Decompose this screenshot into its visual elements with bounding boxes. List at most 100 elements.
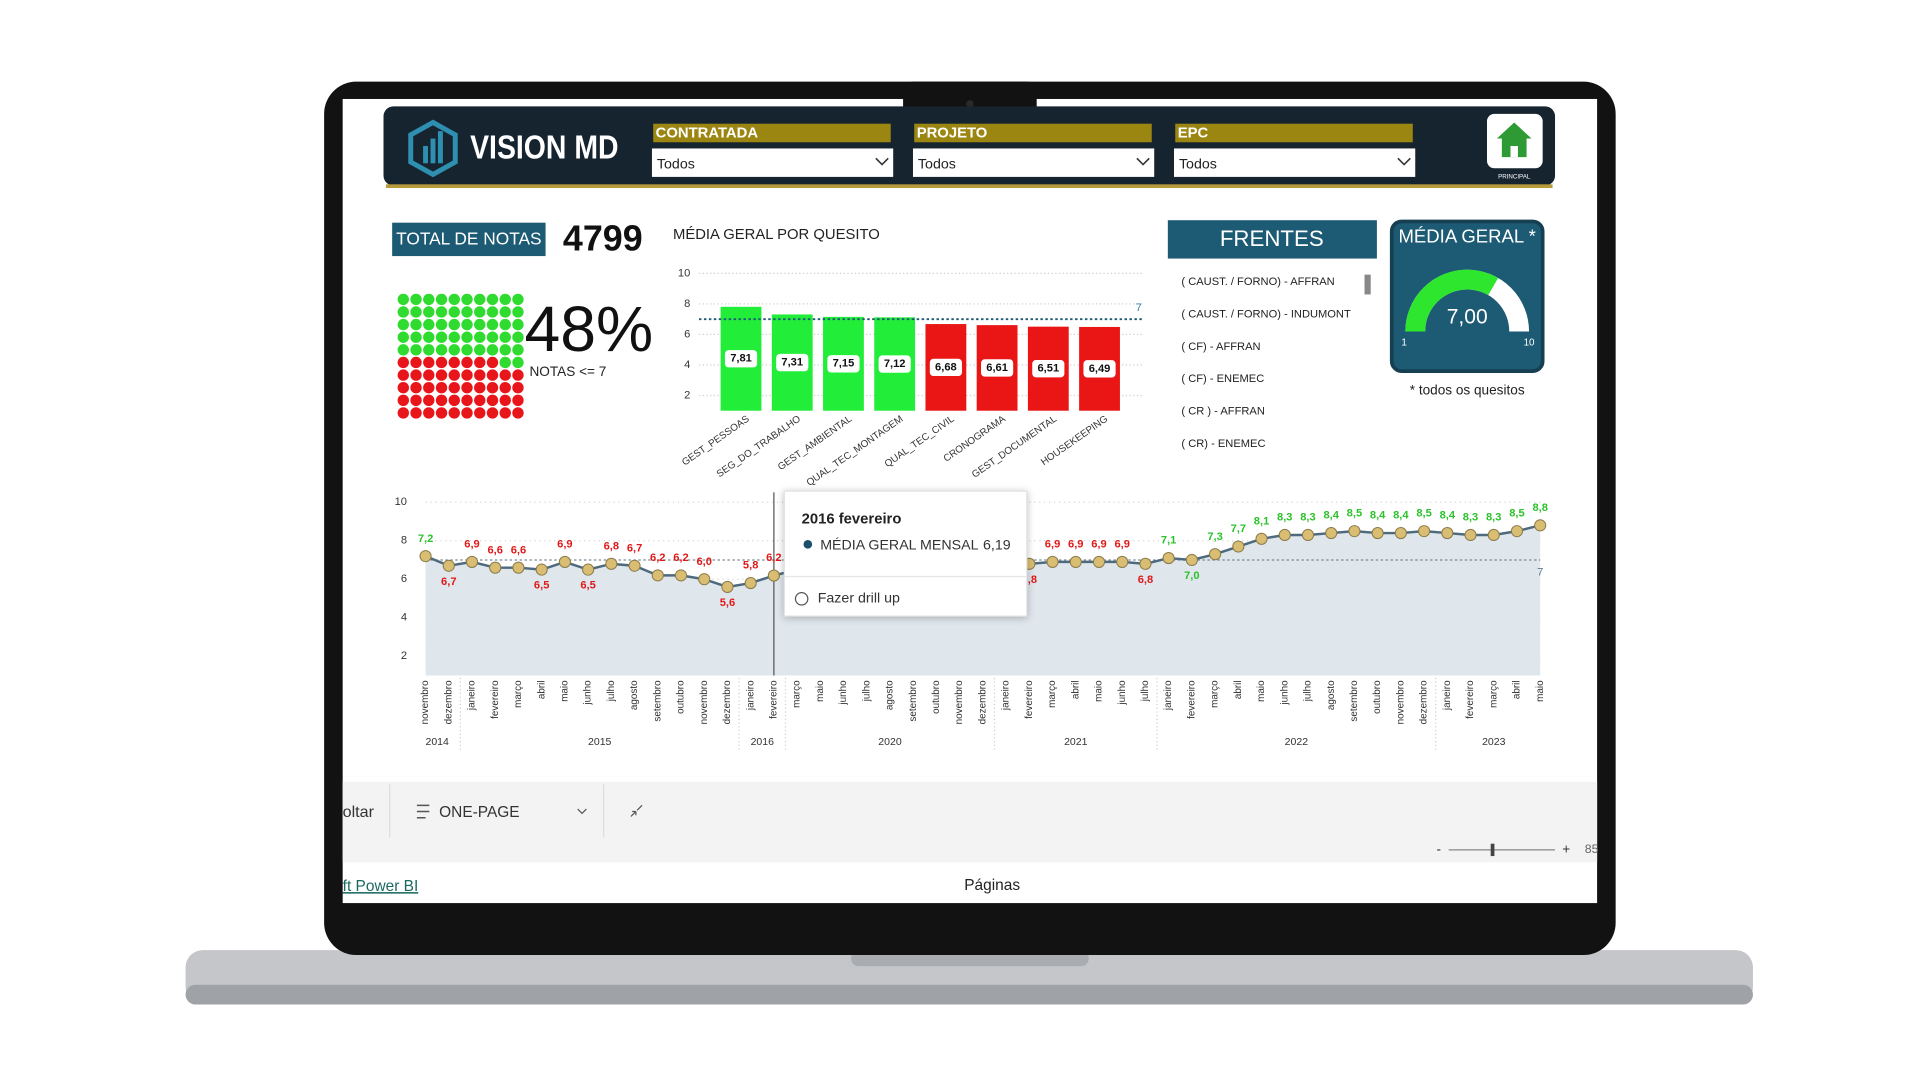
pages-label: Páginas — [964, 877, 1020, 894]
scrollbar[interactable] — [1364, 274, 1371, 295]
waffle-dot — [499, 293, 511, 306]
waffle-dot — [435, 394, 448, 407]
waffle-dot — [474, 369, 486, 381]
tooltip — [783, 490, 1028, 617]
waffle-dot — [410, 306, 422, 318]
marker — [1301, 528, 1315, 542]
data-label: 6,51 — [1037, 363, 1059, 375]
frentes-header — [1167, 220, 1377, 259]
y-tick-label: 6 — [401, 573, 407, 585]
waffle-dot — [474, 356, 486, 369]
data-label-box — [1032, 360, 1065, 378]
waffle-dot — [486, 407, 499, 419]
x-tick-label: dezembro — [443, 680, 454, 724]
back-button[interactable]: oltar — [343, 803, 375, 821]
waffle-dot — [512, 293, 524, 306]
waffle-dot — [397, 306, 409, 318]
filter-label: PROJETO — [917, 126, 988, 142]
marker — [1371, 526, 1384, 540]
year-label: 2014 — [425, 736, 449, 748]
data-label: 6,5 — [534, 580, 549, 592]
camera — [966, 100, 974, 108]
waffle-dot — [474, 306, 486, 318]
waffle-dot — [435, 407, 448, 419]
data-label: 7,1 — [1161, 535, 1176, 547]
page-selector[interactable]: ONE-PAGE — [439, 804, 519, 821]
x-tick-label: maio — [1094, 680, 1105, 702]
logo-bar — [423, 145, 429, 164]
waffle-dot — [499, 369, 511, 381]
zoom-thumb[interactable] — [1490, 843, 1495, 857]
chevron — [577, 808, 587, 815]
x-tick-label: fevereiro — [1024, 680, 1035, 719]
page-icon — [416, 804, 430, 819]
data-label: 6,8 — [604, 540, 619, 552]
data-label: 6,2 — [673, 552, 688, 564]
waffle-dot — [461, 318, 473, 331]
waffle-dot — [435, 369, 448, 381]
frentes-title: FRENTES — [1220, 226, 1324, 251]
filter-dropdown[interactable] — [1174, 148, 1416, 177]
threshold-label: 7 — [1136, 302, 1142, 314]
x-tick-label: julho — [606, 680, 617, 702]
waffle-dot — [486, 356, 499, 369]
waffle-dot — [410, 394, 422, 407]
marker — [1278, 528, 1291, 542]
marker — [744, 577, 757, 590]
frente-item[interactable]: ( CAUST. / FORNO) - INDUMONT — [1181, 308, 1351, 320]
waffle-dot — [435, 306, 448, 318]
year-label: 2021 — [1064, 736, 1088, 748]
logo-bar — [430, 138, 436, 164]
x-tick-label: junho — [583, 680, 594, 706]
collapse-icon[interactable] — [630, 804, 643, 817]
waffle-dot — [499, 318, 511, 331]
marker — [1046, 555, 1059, 568]
data-label: 6,5 — [580, 580, 595, 592]
filter-label-bar — [914, 123, 1152, 143]
waffle-dot — [512, 306, 524, 318]
x-tick-label: abril — [1512, 680, 1523, 699]
waffle-dot — [410, 293, 422, 306]
frente-item[interactable]: ( CF) - AFFRAN — [1181, 341, 1260, 353]
data-label: 7,2 — [418, 533, 433, 545]
x-tick-label: março — [513, 680, 524, 708]
data-label: 7,7 — [1231, 523, 1246, 535]
frente-item[interactable]: ( CR) - ENEMEC — [1181, 438, 1265, 450]
marker — [767, 569, 780, 582]
frente-item[interactable]: ( CR ) - AFFRAN — [1181, 406, 1264, 418]
filter-dropdown[interactable] — [651, 148, 894, 177]
frente-item[interactable]: ( CF) - ENEMEC — [1181, 373, 1264, 385]
waffle-dot — [410, 331, 422, 343]
marker — [558, 555, 571, 568]
data-label-box — [724, 350, 758, 368]
tooltip-action[interactable]: Fazer drill up — [818, 591, 900, 607]
waffle-dot — [448, 382, 460, 394]
gauge-card — [1389, 219, 1545, 373]
waffle-dot — [423, 318, 435, 331]
waffle-dot — [435, 331, 448, 343]
frente-item[interactable]: ( CAUST. / FORNO) - AFFRAN — [1181, 276, 1334, 288]
x-tick-label: fevereiro — [768, 680, 779, 719]
home-icon — [1496, 122, 1532, 158]
powerbi-link[interactable]: ft Power BI — [343, 878, 419, 895]
waffle-dot — [499, 306, 511, 318]
waffle-dot — [448, 293, 460, 306]
waffle-dot — [423, 394, 435, 407]
y-tick-label: 8 — [684, 298, 690, 310]
marker — [1487, 528, 1500, 542]
waffle-dot — [448, 407, 460, 419]
year-label: 2015 — [588, 736, 612, 748]
filter-dropdown[interactable] — [912, 148, 1155, 177]
waffle-dot — [512, 331, 524, 343]
marker — [605, 557, 618, 570]
x-tick-label: setembro — [908, 680, 919, 722]
waffle-dot — [512, 382, 524, 394]
waffle-dot — [474, 344, 486, 356]
waffle-dot — [499, 407, 511, 419]
waffle-dot — [397, 293, 409, 306]
waffle-dot — [410, 318, 422, 331]
marker — [512, 561, 525, 574]
marker — [1325, 526, 1338, 540]
logo-hexagon — [408, 119, 458, 178]
